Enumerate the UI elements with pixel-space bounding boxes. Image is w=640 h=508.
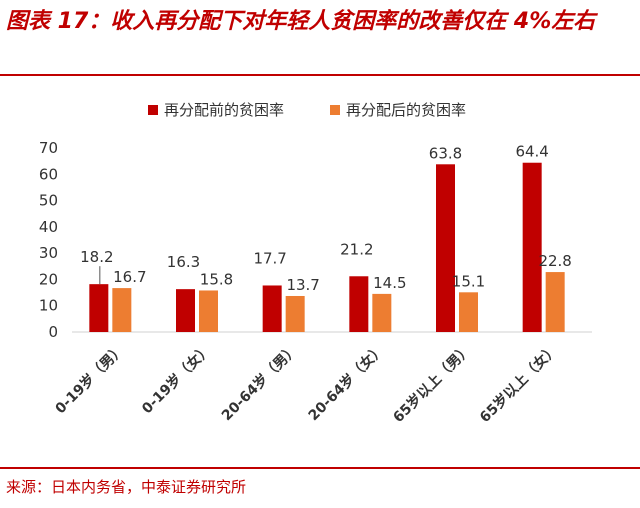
data-label: 63.8 [429, 144, 462, 162]
header-rule [0, 74, 640, 76]
y-tick-label: 40 [39, 218, 58, 236]
bar [545, 272, 565, 332]
bar [522, 162, 542, 332]
data-label: 14.5 [373, 274, 406, 292]
x-tick-label: 0-19岁（女） [138, 341, 214, 417]
footer-rule [0, 467, 640, 469]
x-tick-label: 0-19岁（男） [52, 341, 128, 417]
bar [285, 295, 305, 332]
bar [372, 293, 392, 332]
legend-label: 再分配前的贫困率 [164, 101, 284, 119]
data-label: 13.7 [286, 276, 319, 294]
bar [89, 284, 109, 332]
x-tick-label: 20-64岁（男） [218, 341, 301, 424]
source-note: 来源：日本内务省，中泰证券研究所 [6, 478, 247, 496]
poverty-rate-bar-chart: 0 10 20 30 40 50 60 70 再分配前的贫困率 再分配后的贫困率 18.216.7 0… [39, 101, 592, 426]
y-tick-label: 50 [39, 192, 58, 210]
data-label: 16.7 [113, 268, 146, 286]
bar [176, 289, 195, 332]
data-label: 17.7 [253, 249, 286, 267]
bar [199, 290, 218, 332]
data-label: 15.8 [200, 270, 233, 288]
legend-swatch [148, 105, 158, 115]
y-tick-label: 0 [48, 323, 58, 341]
bar [262, 285, 282, 332]
legend-swatch [330, 105, 340, 115]
data-label: 18.2 [80, 248, 113, 266]
bar [112, 288, 132, 332]
data-label: 16.3 [167, 253, 200, 271]
data-label: 15.1 [452, 272, 485, 290]
legend-label: 再分配后的贫困率 [346, 101, 466, 119]
y-tick-label: 20 [39, 270, 58, 288]
y-tick-label: 30 [39, 244, 58, 262]
bar [349, 276, 369, 332]
chart-title: 图表 17：收入再分配下对年轻人贫困率的改善仅在 4%左右 [6, 9, 596, 34]
data-label: 64.4 [515, 143, 548, 161]
x-tick-label: 20-64岁（女） [305, 341, 388, 424]
x-tick-label: 65岁以上（女） [476, 341, 561, 426]
data-label: 22.8 [538, 252, 571, 270]
bar [436, 164, 455, 332]
y-tick-label: 10 [39, 297, 58, 315]
bar [459, 292, 478, 332]
y-tick-label: 60 [39, 165, 58, 183]
y-tick-label: 70 [39, 139, 58, 157]
data-label: 21.2 [340, 240, 373, 258]
x-tick-label: 65岁以上（男） [390, 341, 475, 426]
